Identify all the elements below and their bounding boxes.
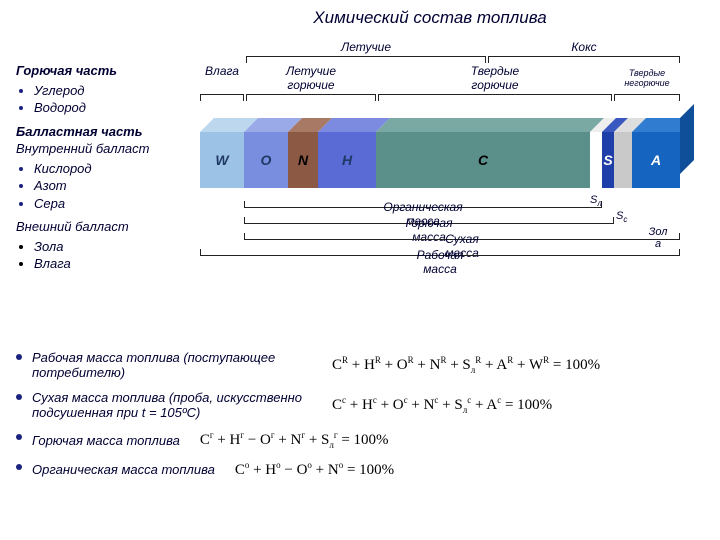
subheading-internal: Внутренний балласт: [16, 140, 196, 158]
heading-ballast: Балластная часть: [16, 123, 196, 141]
formula-row: Органическая масса топлива Cо + Hо − Oо +…: [16, 460, 706, 479]
top-bracket-label: Летучие: [246, 40, 486, 54]
li-ash: Зола: [34, 238, 196, 256]
li-sulfur: Сера: [34, 195, 196, 213]
top-bracket-label: Твердыегорючие: [378, 64, 612, 92]
li-oxygen: Кислород: [34, 160, 196, 178]
segment-A: A: [632, 132, 680, 188]
formula-row: Горючая масса топлива Cг + Hг − Oг + Nг +…: [16, 430, 706, 450]
list-external: Зола Влага: [34, 238, 196, 273]
segment-H: H: [318, 132, 376, 188]
li-hydrogen: Водород: [34, 99, 196, 117]
left-column: Горючая часть Углерод Водород Балластная…: [16, 62, 196, 279]
segment-C: C: [376, 132, 590, 188]
top-bracket: [614, 94, 680, 100]
bar-side-face: [680, 104, 694, 174]
segment-W: W: [200, 132, 244, 188]
li-nitrogen: Азот: [34, 177, 196, 195]
formula-section: Рабочая масса топлива (поступающее потре…: [16, 350, 706, 489]
page-title: Химический состав топлива: [180, 8, 680, 28]
segment-O: O: [244, 132, 288, 188]
under-bracket-label: Рабочаямасса: [200, 248, 680, 276]
segment-top: [376, 118, 604, 132]
top-bracket: [488, 56, 680, 62]
top-bracket-label: Влага: [200, 64, 244, 78]
li-carbon: Углерод: [34, 82, 196, 100]
heading-combustible: Горючая часть: [16, 62, 196, 80]
formula-desc: Органическая масса топлива: [32, 462, 215, 477]
formula-math: CR + HR + OR + NR + SлR + AR + WR = 100%: [332, 355, 600, 375]
top-bracket: [200, 94, 244, 100]
formula-desc: Горючая масса топлива: [32, 433, 180, 448]
top-bracket: [246, 94, 376, 100]
list-internal: Кислород Азот Сера: [34, 160, 196, 213]
bullet-icon: [16, 394, 22, 400]
bullet-icon: [16, 354, 22, 360]
formula-math: Cо + Hо − Oо + Nо = 100%: [235, 460, 394, 479]
top-bracket-label: Твердыенегорючие: [614, 68, 680, 88]
composition-bar: WONHCSA: [200, 132, 680, 188]
formula-desc: Рабочая масса топлива (поступающее потре…: [32, 350, 312, 380]
formula-math: Cг + Hг − Oг + Nг + Sлг = 100%: [200, 430, 389, 450]
fuel-composition-diagram: ЛетучиеКокс ВлагаЛетучиегорючиеТвердыегор…: [200, 40, 700, 310]
segment-Sl: [590, 132, 602, 188]
formula-math: Cc + Hc + Oc + Nc + Sлc + Ac = 100%: [332, 395, 552, 415]
small-label: Зола: [636, 226, 680, 250]
small-label: Sс: [616, 210, 627, 224]
formula-desc: Сухая масса топлива (проба, искусственно…: [32, 390, 312, 420]
top-bracket-label: Кокс: [488, 40, 680, 54]
small-label: Sл: [590, 194, 602, 208]
segment-S: S: [602, 132, 614, 188]
segment-Sc: [614, 132, 632, 188]
top-bracket: [378, 94, 612, 100]
bullet-icon: [16, 464, 22, 470]
formula-row: Сухая масса топлива (проба, искусственно…: [16, 390, 706, 420]
top-bracket-label: Летучиегорючие: [246, 64, 376, 92]
li-moisture: Влага: [34, 255, 196, 273]
bullet-icon: [16, 434, 22, 440]
top-bracket: [246, 56, 486, 62]
list-combustible: Углерод Водород: [34, 82, 196, 117]
subheading-external: Внешний балласт: [16, 218, 196, 236]
segment-N: N: [288, 132, 318, 188]
formula-row: Рабочая масса топлива (поступающее потре…: [16, 350, 706, 380]
